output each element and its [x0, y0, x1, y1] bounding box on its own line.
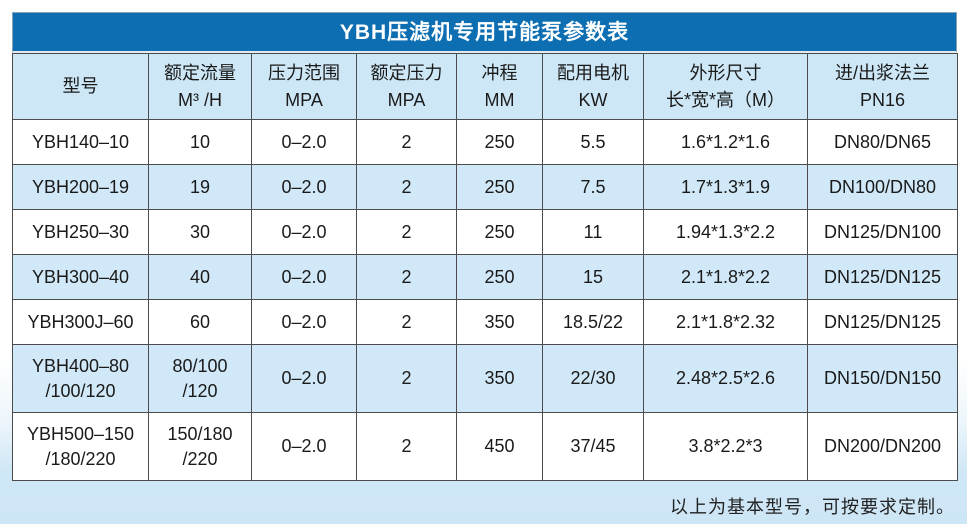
spec-table: YBH压滤机专用节能泵参数表 型号 额定流量 M³ /H 压力范围 MPA 额定…: [12, 12, 958, 481]
cell-pressure-range: 0–2.0: [251, 299, 357, 345]
cell-flange: DN125/DN125: [807, 299, 958, 345]
cell-rated-flow: 60: [148, 299, 252, 345]
parameters-table: 型号 额定流量 M³ /H 压力范围 MPA 额定压力 MPA 冲程 MM 配用…: [12, 53, 958, 481]
cell-pressure-range: 0–2.0: [251, 412, 357, 481]
cell-rated-flow: 19: [148, 164, 252, 210]
cell-stroke: 350: [456, 299, 543, 345]
cell-motor: 37/45: [542, 412, 644, 481]
cell-rated-pressure: 2: [356, 254, 457, 300]
cell-model: YBH300J–60: [12, 299, 149, 345]
cell-pressure-range: 0–2.0: [251, 164, 357, 210]
header-row: 型号 额定流量 M³ /H 压力范围 MPA 额定压力 MPA 冲程 MM 配用…: [12, 53, 958, 120]
cell-stroke: 250: [456, 209, 543, 255]
column-header-stroke: 冲程 MM: [456, 53, 543, 120]
table-row: YBH300–40 40 0–2.0 2 250 15 2.1*1.8*2.2 …: [12, 254, 958, 300]
cell-rated-flow: 10: [148, 119, 252, 165]
cell-dimensions: 2.48*2.5*2.6: [643, 344, 808, 413]
cell-dimensions: 1.7*1.3*1.9: [643, 164, 808, 210]
cell-rated-flow: 30: [148, 209, 252, 255]
column-header-rated-pressure: 额定压力 MPA: [356, 53, 457, 120]
cell-dimensions: 3.8*2.2*3: [643, 412, 808, 481]
cell-motor: 7.5: [542, 164, 644, 210]
cell-motor: 11: [542, 209, 644, 255]
cell-model: YBH140–10: [12, 119, 149, 165]
cell-motor: 5.5: [542, 119, 644, 165]
cell-rated-flow: 80/100 /120: [148, 344, 252, 413]
table-row: YBH500–150 /180/220 150/180 /220 0–2.0 2…: [12, 412, 958, 481]
cell-stroke: 250: [456, 164, 543, 210]
cell-stroke: 250: [456, 119, 543, 165]
cell-rated-flow: 40: [148, 254, 252, 300]
column-header-dimensions: 外形尺寸 长*宽*高（M）: [643, 53, 808, 120]
cell-model: YBH200–19: [12, 164, 149, 210]
cell-motor: 15: [542, 254, 644, 300]
cell-pressure-range: 0–2.0: [251, 119, 357, 165]
cell-dimensions: 1.94*1.3*2.2: [643, 209, 808, 255]
cell-dimensions: 2.1*1.8*2.2: [643, 254, 808, 300]
column-header-motor: 配用电机 KW: [542, 53, 644, 120]
cell-stroke: 350: [456, 344, 543, 413]
cell-motor: 22/30: [542, 344, 644, 413]
cell-model: YBH300–40: [12, 254, 149, 300]
cell-stroke: 450: [456, 412, 543, 481]
cell-rated-pressure: 2: [356, 344, 457, 413]
column-header-rated-flow: 额定流量 M³ /H: [148, 53, 252, 120]
cell-rated-pressure: 2: [356, 299, 457, 345]
cell-flange: DN80/DN65: [807, 119, 958, 165]
cell-flange: DN100/DN80: [807, 164, 958, 210]
column-header-model: 型号: [12, 53, 149, 120]
table-row: YBH300J–60 60 0–2.0 2 350 18.5/22 2.1*1.…: [12, 299, 958, 345]
table-row: YBH200–19 19 0–2.0 2 250 7.5 1.7*1.3*1.9…: [12, 164, 958, 210]
cell-dimensions: 2.1*1.8*2.32: [643, 299, 808, 345]
cell-flange: DN200/DN200: [807, 412, 958, 481]
cell-rated-pressure: 2: [356, 119, 457, 165]
cell-model: YBH400–80 /100/120: [12, 344, 149, 413]
cell-motor: 18.5/22: [542, 299, 644, 345]
cell-model: YBH500–150 /180/220: [12, 412, 149, 481]
footer-note: 以上为基本型号，可按要求定制。: [670, 497, 955, 517]
cell-model: YBH250–30: [12, 209, 149, 255]
cell-flange: DN125/DN100: [807, 209, 958, 255]
cell-flange: DN150/DN150: [807, 344, 958, 413]
column-header-flange: 进/出浆法兰 PN16: [807, 53, 958, 120]
cell-dimensions: 1.6*1.2*1.6: [643, 119, 808, 165]
table-row: YBH250–30 30 0–2.0 2 250 11 1.94*1.3*2.2…: [12, 209, 958, 255]
table-row: YBH140–10 10 0–2.0 2 250 5.5 1.6*1.2*1.6…: [12, 119, 958, 165]
cell-rated-pressure: 2: [356, 412, 457, 481]
cell-pressure-range: 0–2.0: [251, 209, 357, 255]
cell-stroke: 250: [456, 254, 543, 300]
column-header-pressure-range: 压力范围 MPA: [251, 53, 357, 120]
cell-flange: DN125/DN125: [807, 254, 958, 300]
cell-rated-pressure: 2: [356, 209, 457, 255]
cell-pressure-range: 0–2.0: [251, 254, 357, 300]
table-title: YBH压滤机专用节能泵参数表: [12, 12, 957, 53]
cell-rated-flow: 150/180 /220: [148, 412, 252, 481]
table-row: YBH400–80 /100/120 80/100 /120 0–2.0 2 3…: [12, 344, 958, 413]
cell-pressure-range: 0–2.0: [251, 344, 357, 413]
cell-rated-pressure: 2: [356, 164, 457, 210]
